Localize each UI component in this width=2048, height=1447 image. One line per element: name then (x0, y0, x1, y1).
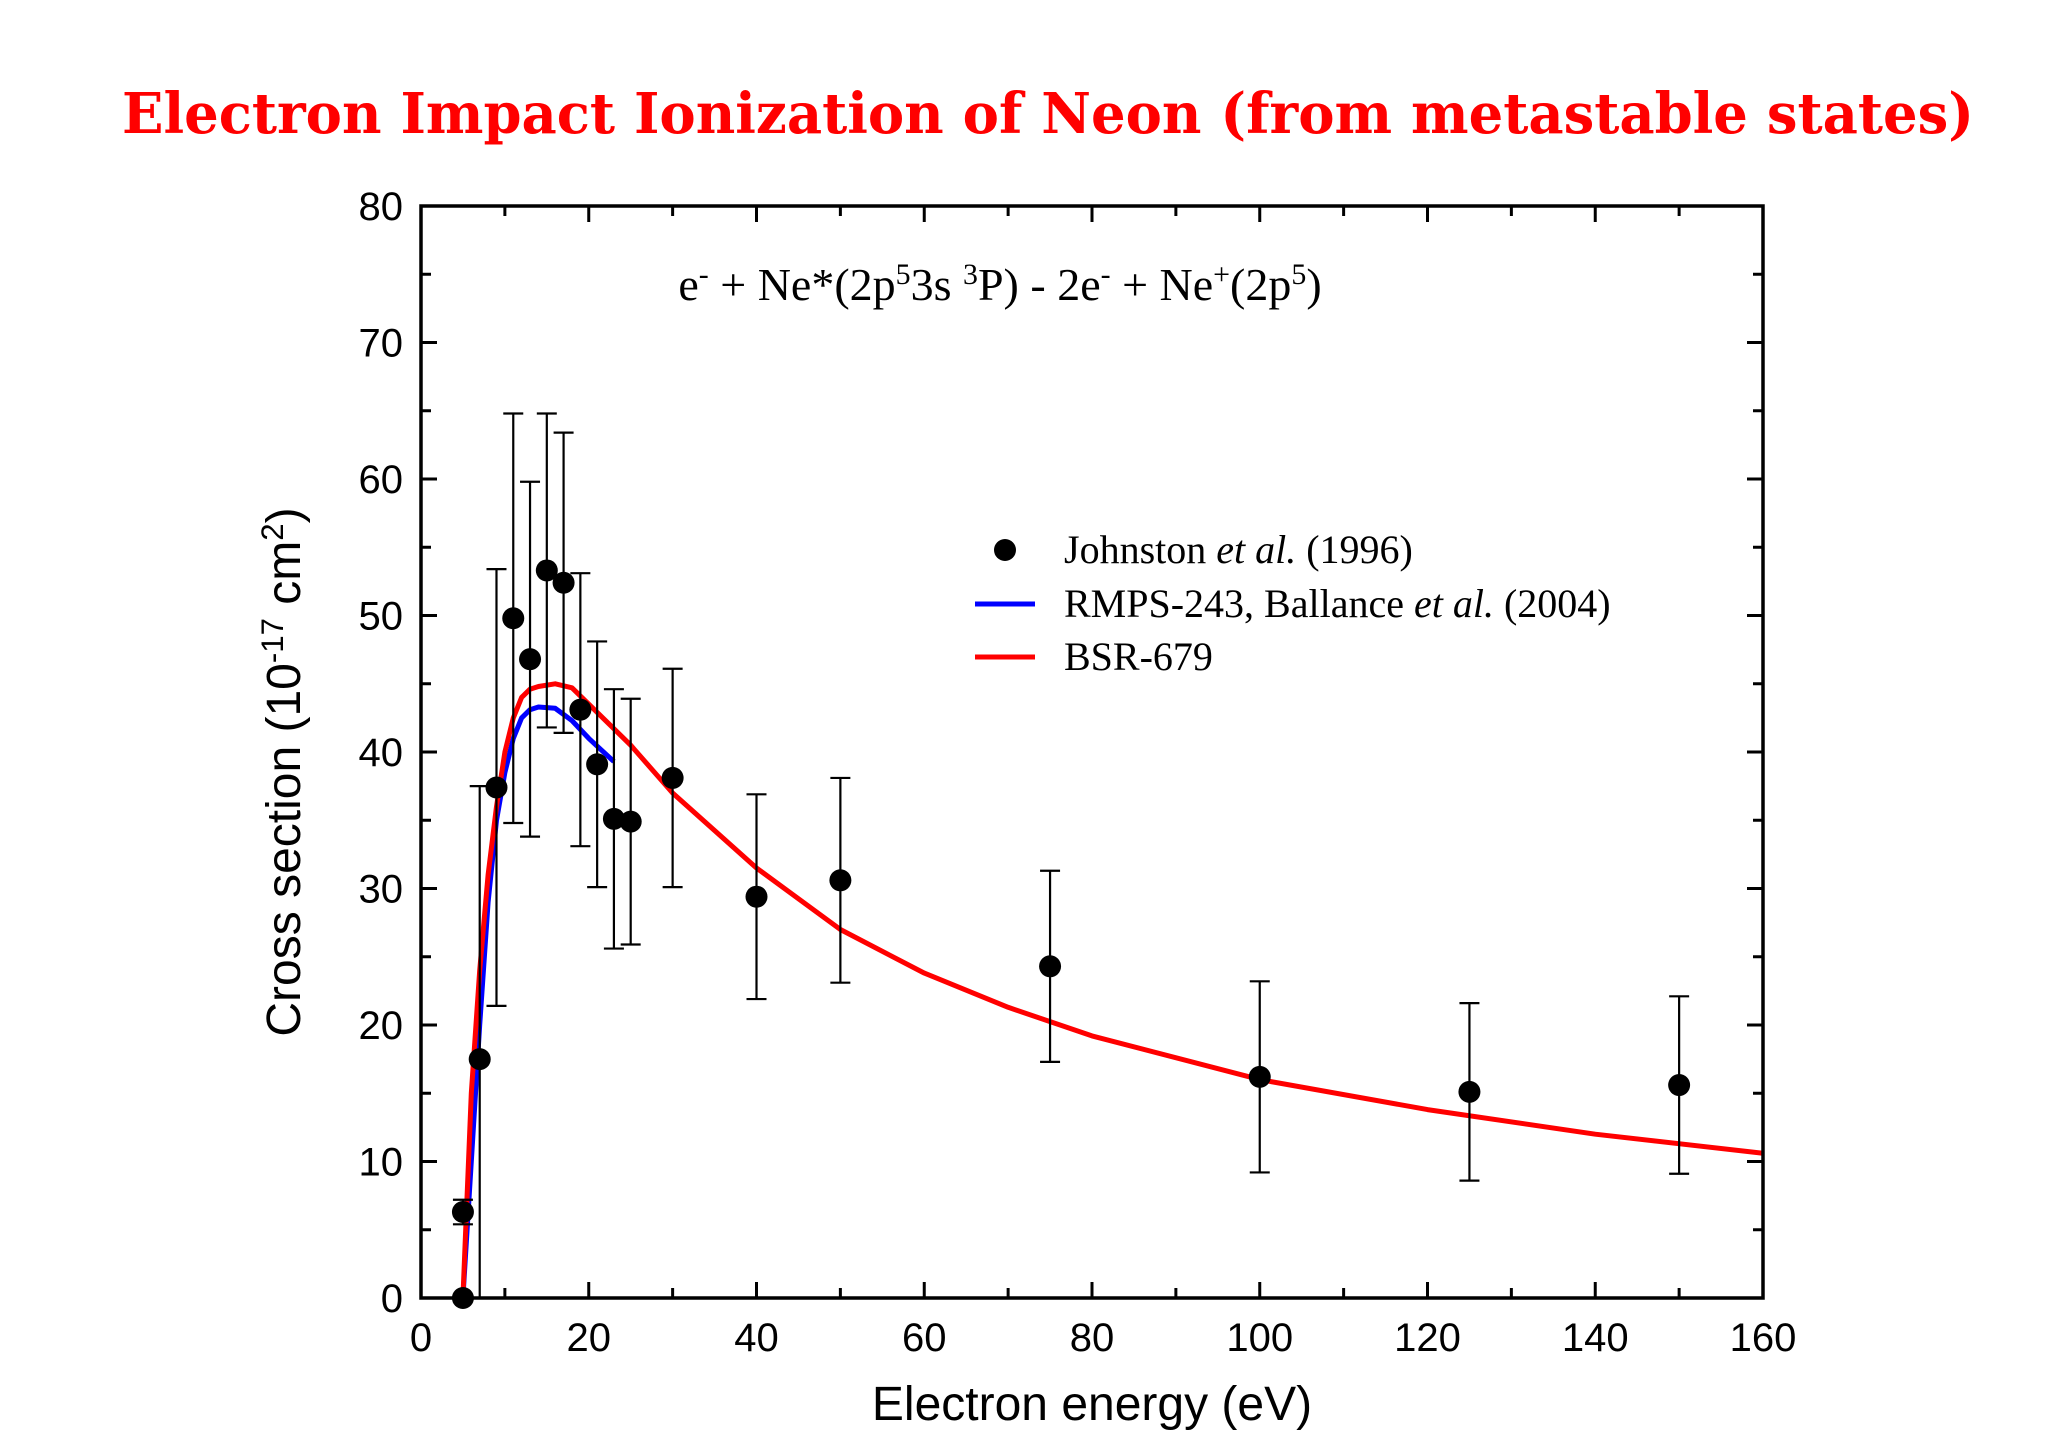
text-segment: et al. (1414, 581, 1494, 626)
y-axis-label: Cross section (10-17 cm2) (255, 507, 312, 1036)
superscript: 3 (963, 258, 978, 291)
legend: Johnston et al. (1996) RMPS-243, Ballance… (975, 527, 1611, 679)
y-tick-label: 70 (359, 322, 404, 366)
data-point (1248, 1065, 1271, 1088)
superscript: 2 (255, 523, 290, 540)
data-point (1668, 1074, 1691, 1097)
text-segment: RMPS-243, Ballance (1064, 581, 1414, 626)
y-tick-label: 0 (381, 1277, 403, 1321)
y-tick-label: 50 (359, 595, 404, 639)
data-point (502, 607, 525, 630)
text-segment: (2p (1230, 259, 1291, 310)
legend-label: RMPS-243, Ballance et al. (2004) (1064, 581, 1611, 626)
x-tick-label: 80 (1070, 1316, 1115, 1360)
text-segment: (2004) (1494, 581, 1611, 626)
y-tick-label: 60 (359, 458, 404, 502)
series-line-2 (460, 681, 1763, 1299)
y-tick-label: 30 (359, 868, 404, 912)
x-tick-label: 0 (410, 1316, 432, 1360)
text-segment: ) (258, 507, 311, 523)
y-tick-label: 20 (359, 1004, 404, 1048)
text-segment: cm (258, 541, 311, 618)
superscript: -17 (255, 618, 290, 663)
x-tick-label: 120 (1394, 1316, 1461, 1360)
data-point (745, 885, 768, 908)
plot-frame (419, 204, 1765, 1300)
legend-swatch-marker (994, 539, 1016, 561)
data-point (485, 776, 508, 799)
chart-title: Electron Impact Ionization of Neon (from… (122, 81, 1974, 147)
data-point (535, 559, 558, 582)
y-tick-label: 40 (359, 731, 404, 775)
text-segment: BSR-679 (1064, 634, 1213, 679)
data-point (569, 698, 592, 721)
data-point (1458, 1080, 1481, 1103)
x-tick-label: 40 (734, 1316, 779, 1360)
x-tick-label: 160 (1730, 1316, 1797, 1360)
text-segment: ) (1306, 259, 1321, 310)
data-point (829, 869, 852, 892)
data-point (661, 766, 684, 789)
text-segment: P) - 2e (978, 259, 1101, 310)
x-tick-label: 100 (1226, 1316, 1293, 1360)
x-axis-label: Electron energy (eV) (872, 1378, 1312, 1431)
data-point (451, 1201, 474, 1224)
data-point (1039, 955, 1062, 978)
x-tick-label: 60 (902, 1316, 947, 1360)
x-tick-label: 140 (1562, 1316, 1629, 1360)
data-point (519, 648, 542, 671)
plot-area: 0 20 40 60 80 100 120 140 160 0 10 20 30 40 50 60 70 80 El… (255, 185, 1797, 1431)
data-point (552, 571, 575, 594)
text-segment: Johnston (1064, 527, 1216, 572)
y-tick-label: 10 (359, 1141, 404, 1185)
legend-label: BSR-679 (1064, 634, 1213, 679)
text-segment: et al. (1216, 527, 1296, 572)
superscript: 5 (896, 258, 911, 291)
data-point (468, 1048, 491, 1071)
text-segment: 3s (911, 259, 963, 310)
text-segment: + Ne (1111, 259, 1214, 310)
legend-label: Johnston et al. (1996) (1064, 527, 1413, 572)
text-segment: Cross section (10 (258, 663, 311, 1036)
reaction-annotation: e- + Ne*(2p53s 3P) - 2e- + Ne+(2p5) (678, 258, 1321, 311)
text-segment: + Ne*(2p (709, 259, 896, 310)
data-point (619, 810, 642, 833)
data-point (602, 807, 625, 830)
data-point (586, 753, 609, 776)
x-tick-label: 20 (567, 1316, 612, 1360)
superscript: - (699, 258, 709, 291)
superscript: - (1101, 258, 1111, 291)
series-line-1 (460, 704, 616, 1299)
superscript: 5 (1291, 258, 1306, 291)
y-tick-label: 80 (359, 185, 404, 229)
superscript: + (1213, 258, 1230, 291)
text-segment: (1996) (1296, 527, 1413, 572)
text-segment: e (678, 259, 698, 310)
